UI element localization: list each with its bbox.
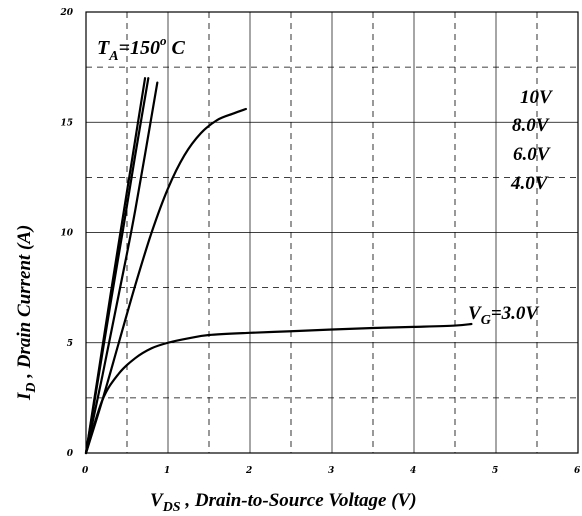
y-tick-label: 20 bbox=[59, 8, 73, 18]
xlabel-V: V bbox=[150, 490, 164, 511]
label-4V: 4.0V bbox=[510, 173, 549, 194]
ylabel-text: , Drain Current (A) bbox=[14, 225, 35, 383]
temperature-annotation: TA=150o C bbox=[97, 33, 185, 64]
label-6V: 6.0V bbox=[513, 144, 551, 165]
annotation-unit-C: C bbox=[166, 37, 185, 59]
xlabel-text: , Drain-to-Source Voltage (V) bbox=[181, 490, 417, 511]
x-tick-label: 4 bbox=[410, 466, 416, 476]
label-3V-value: =3.0V bbox=[491, 303, 540, 324]
ylabel-sub-D: D bbox=[24, 382, 39, 393]
x-tick-label: 0 bbox=[82, 466, 89, 476]
ylabel-I: I bbox=[14, 392, 35, 401]
curve-series-2 bbox=[84, 81, 159, 455]
curve-labels: 10V 8.0V 6.0V 4.0V VG=3.0V bbox=[468, 87, 553, 328]
y-tick-label: 10 bbox=[60, 229, 73, 239]
grid bbox=[86, 12, 578, 453]
label-3V-V: V bbox=[468, 303, 482, 324]
plot-frame bbox=[85, 11, 579, 454]
curves bbox=[84, 77, 473, 455]
curve-series-4 bbox=[84, 322, 473, 455]
x-tick-label: 5 bbox=[492, 466, 498, 476]
curve-series-1 bbox=[84, 77, 150, 455]
x-tick-label: 3 bbox=[328, 466, 334, 476]
annotation-value: =150 bbox=[119, 37, 160, 59]
x-tick-label: 1 bbox=[164, 466, 170, 476]
y-tick-label: 15 bbox=[60, 118, 73, 128]
annotation-T: T bbox=[97, 37, 110, 59]
annotation-sup-o: o bbox=[160, 33, 167, 48]
label-8V: 8.0V bbox=[512, 115, 550, 136]
tick-labels: 0 1 2 3 4 5 6 0 5 10 15 20 bbox=[59, 8, 581, 476]
x-axis-label: VDS , Drain-to-Source Voltage (V) bbox=[150, 490, 417, 515]
x-tick-label: 2 bbox=[245, 466, 252, 476]
label-10V: 10V bbox=[520, 87, 553, 108]
curve-series-3 bbox=[84, 107, 247, 455]
label-3V-sub-G: G bbox=[481, 313, 491, 328]
y-tick-label: 0 bbox=[67, 449, 74, 459]
annotation-sub-A: A bbox=[108, 49, 118, 64]
y-axis-label: ID , Drain Current (A) bbox=[14, 225, 39, 401]
y-tick-label: 5 bbox=[67, 339, 73, 349]
label-3V: VG=3.0V bbox=[468, 303, 539, 328]
xlabel-sub-DS: DS bbox=[162, 500, 181, 515]
x-tick-label: 6 bbox=[574, 466, 581, 476]
